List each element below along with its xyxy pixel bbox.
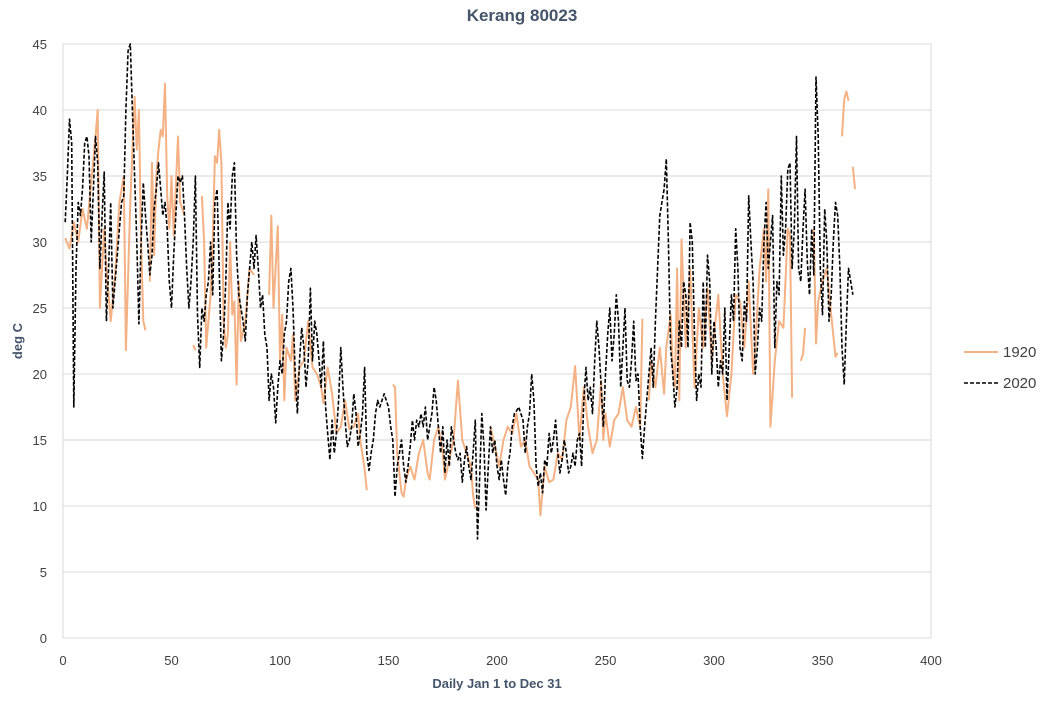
y-tick-label: 0 — [40, 631, 47, 646]
y-tick-label: 30 — [33, 235, 47, 250]
series-1920 — [64, 82, 856, 517]
x-tick-label: 250 — [595, 653, 617, 668]
x-tick-label: 300 — [703, 653, 725, 668]
y-tick-label: 40 — [33, 103, 47, 118]
y-tick-label: 10 — [33, 499, 47, 514]
x-tick-label: 150 — [378, 653, 400, 668]
y-tick-label: 20 — [33, 367, 47, 382]
legend-item-1920: 1920 — [964, 344, 1036, 361]
x-tick-label: 400 — [920, 653, 942, 668]
legend-label: 1920 — [1003, 344, 1036, 361]
y-tick-label: 35 — [33, 169, 47, 184]
x-tick-label: 200 — [486, 653, 508, 668]
chart-title: Kerang 80023 — [467, 6, 578, 25]
x-tick-labels: 0 50 100 150 200 250 300 350 400 — [59, 653, 941, 668]
series-2020 — [64, 43, 854, 540]
x-tick-label: 100 — [269, 653, 291, 668]
legend-item-2020: 2020 — [964, 375, 1036, 392]
series-layer — [64, 43, 856, 540]
y-tick-label: 5 — [40, 565, 47, 580]
x-tick-label: 0 — [59, 653, 66, 668]
legend-label: 2020 — [1003, 375, 1036, 392]
x-tick-label: 350 — [812, 653, 834, 668]
series-line-1920 — [64, 82, 856, 517]
x-axis-title: Daily Jan 1 to Dec 31 — [432, 676, 561, 691]
y-axis-title: deg C — [10, 322, 25, 359]
series-line-2020 — [64, 43, 854, 540]
x-tick-label: 50 — [164, 653, 178, 668]
y-tick-labels: 0 5 10 15 20 25 30 35 40 45 — [33, 37, 47, 646]
y-tick-label: 45 — [33, 37, 47, 52]
legend: 1920 2020 — [964, 344, 1036, 392]
y-tick-label: 25 — [33, 301, 47, 316]
y-tick-label: 15 — [33, 433, 47, 448]
plot-area-border — [62, 43, 932, 639]
